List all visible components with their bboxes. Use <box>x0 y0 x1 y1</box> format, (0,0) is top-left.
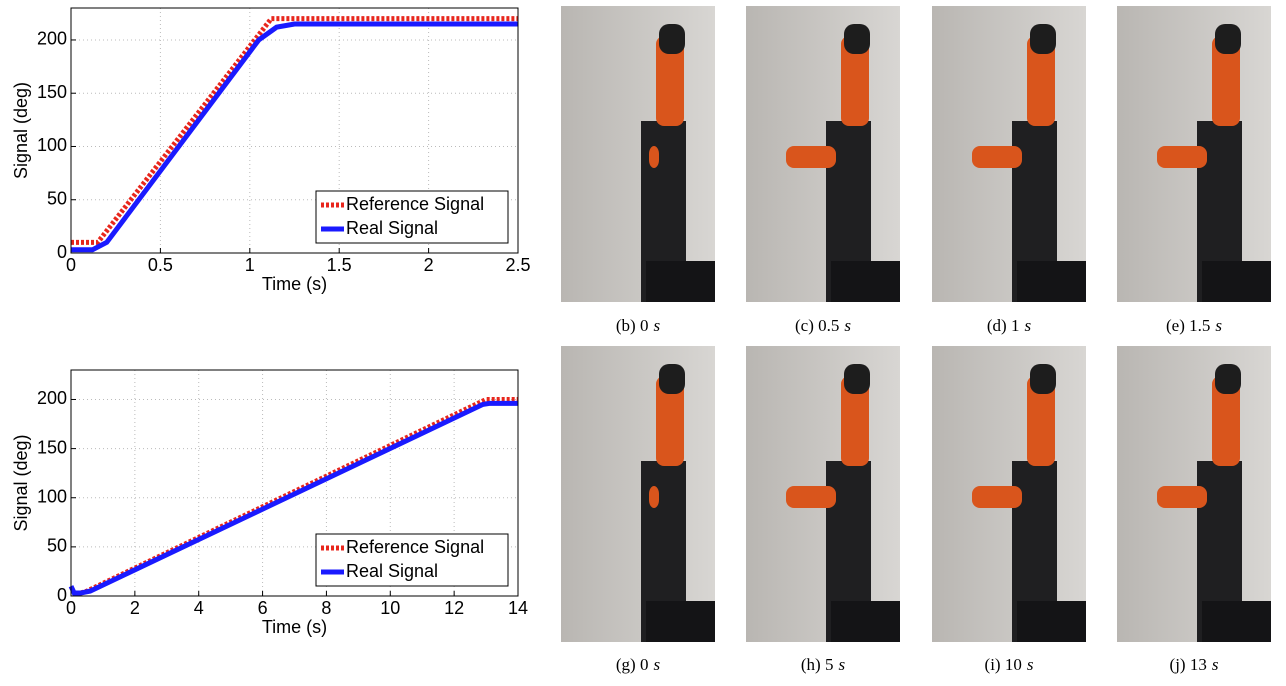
x-tick-label: 2.5 <box>505 255 530 275</box>
y-tick-label: 0 <box>57 242 67 262</box>
caption-label: (e) 1.5 <box>1166 316 1210 335</box>
caption-label: (g) 0 <box>616 655 649 674</box>
x-tick-label: 1.5 <box>327 255 352 275</box>
x-tick-label: 0 <box>66 598 76 618</box>
caption-label: (c) 0.5 <box>795 316 839 335</box>
legend-label: Real Signal <box>346 218 438 238</box>
y-tick-label: 100 <box>37 486 67 506</box>
caption-unit: s <box>838 655 845 674</box>
hand-illustration <box>746 6 900 302</box>
y-tick-label: 200 <box>37 388 67 408</box>
photo <box>561 346 715 642</box>
legend-label: Real Signal <box>346 561 438 581</box>
legend: Reference Signal Real Signal <box>316 534 508 586</box>
y-tick-label: 150 <box>37 82 67 102</box>
x-tick-label: 0.5 <box>148 255 173 275</box>
photo <box>561 6 715 302</box>
photo <box>932 6 1086 302</box>
y-tick-label: 200 <box>37 29 67 49</box>
photo-caption: (j) 13 s <box>1117 655 1271 675</box>
y-tick-label: 150 <box>37 437 67 457</box>
x-tick-label: 6 <box>258 598 268 618</box>
x-tick-label: 0 <box>66 255 76 275</box>
y-tick-label: 0 <box>57 585 67 605</box>
photo-caption: (e) 1.5 s <box>1117 316 1271 336</box>
caption-unit: s <box>1212 655 1219 674</box>
y-tick-label: 50 <box>47 188 67 208</box>
caption-label: (i) 10 <box>985 655 1022 674</box>
photo-caption: (i) 10 s <box>932 655 1086 675</box>
x-tick-label: 12 <box>444 598 464 618</box>
hand-illustration <box>932 6 1086 302</box>
x-tick-label: 2 <box>130 598 140 618</box>
x-tick-label: 2 <box>424 255 434 275</box>
caption-unit: s <box>1215 316 1222 335</box>
x-tick-label: 8 <box>321 598 331 618</box>
y-tick-label: 50 <box>47 536 67 556</box>
x-tick-label: 1 <box>245 255 255 275</box>
legend: Reference Signal Real Signal <box>316 191 508 243</box>
hand-illustration <box>746 346 900 642</box>
photo <box>1117 6 1271 302</box>
hand-illustration <box>561 346 715 642</box>
caption-unit: s <box>653 655 660 674</box>
x-axis-label: Time (s) <box>262 617 327 637</box>
caption-label: (h) 5 <box>801 655 834 674</box>
caption-label: (b) 0 <box>616 316 649 335</box>
caption-label: (d) 1 <box>987 316 1020 335</box>
hand-illustration <box>932 346 1086 642</box>
page: 00.511.522.5050100150200Time (s)Signal (… <box>0 0 1286 686</box>
hand-illustration <box>561 6 715 302</box>
caption-unit: s <box>1027 655 1034 674</box>
photo <box>746 6 900 302</box>
y-tick-label: 100 <box>37 135 67 155</box>
caption-unit: s <box>1024 316 1031 335</box>
x-tick-label: 4 <box>194 598 204 618</box>
caption-unit: s <box>844 316 851 335</box>
x-tick-label: 10 <box>380 598 400 618</box>
y-axis-label: Signal (deg) <box>11 434 31 531</box>
hand-illustration <box>1117 6 1271 302</box>
caption-label: (j) 13 <box>1170 655 1207 674</box>
legend-label: Reference Signal <box>346 537 484 557</box>
x-axis-label: Time (s) <box>262 274 327 294</box>
photo <box>746 346 900 642</box>
y-axis-label: Signal (deg) <box>11 82 31 179</box>
caption-unit: s <box>653 316 660 335</box>
photo <box>932 346 1086 642</box>
photo <box>1117 346 1271 642</box>
x-tick-label: 14 <box>508 598 528 618</box>
legend-label: Reference Signal <box>346 194 484 214</box>
hand-illustration <box>1117 346 1271 642</box>
photo-caption: (c) 0.5 s <box>746 316 900 336</box>
